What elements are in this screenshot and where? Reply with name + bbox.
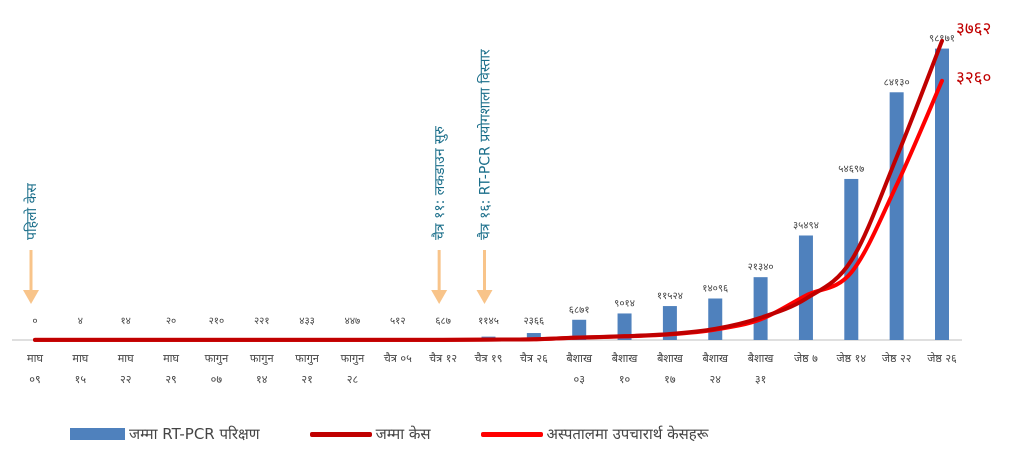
bar-value-label: ० — [32, 316, 37, 327]
bar-value-label: १४०९६ — [702, 283, 728, 294]
category-label: बैशाख — [566, 352, 593, 365]
bar-value-label: ३५४९४ — [793, 220, 819, 231]
bar — [617, 313, 632, 340]
annotation-label: चैत्र ११: लकडाउन सुरु — [431, 125, 448, 240]
category-label: चैत्र १२ — [429, 352, 457, 365]
bar-value-label: १४ — [120, 316, 130, 327]
legend-label-cases: जम्मा केस — [375, 425, 431, 443]
bar-value-label: ४३३ — [299, 316, 315, 327]
chart-canvas: पहिलो केस चैत्र ११: लकडाउन सुरु चैत्र १६: … — [12, 19, 991, 386]
category-label-line2: २४ — [710, 373, 722, 386]
bar-value-labels: ० ४ १४ २० २१० २२१ ४३३ ४४७ ५१२ ६८७ ११४५ २३६६ ६८७१ ९०१४… — [32, 34, 955, 327]
annotation-arrow-head — [431, 290, 448, 304]
category-label: बैशाख — [702, 352, 729, 365]
category-label: जेष्ठ १४ — [837, 352, 867, 365]
category-label-line2: १७ — [664, 373, 676, 386]
bar-value-label: ५१२ — [390, 316, 406, 327]
legend-item-hospital: अस्पतालमा उपचारार्थ केसहरू — [480, 424, 709, 444]
bar-series — [209, 48, 949, 340]
bar — [572, 319, 587, 340]
bar-value-label: २२१ — [254, 316, 270, 327]
annotation-label: पहिलो केस — [23, 183, 40, 240]
category-label: चैत्र १९ — [475, 352, 503, 365]
bar — [935, 48, 949, 340]
legend-item-cases: जम्मा केस — [309, 424, 431, 444]
bar-value-label: ११४५ — [478, 316, 499, 327]
bar-value-label: ४४७ — [345, 316, 361, 327]
legend-swatch-cases — [309, 431, 372, 437]
category-label-line2: ३१ — [755, 373, 766, 386]
category-label-line2: २२ — [120, 373, 131, 386]
annotation-arrow-head — [23, 290, 39, 304]
category-label: चैत्र ०५ — [384, 352, 412, 365]
category-label: माघ — [118, 352, 134, 365]
legend-swatch-hospital — [480, 431, 543, 437]
bar-value-label: ११५२४ — [657, 291, 683, 302]
bar — [526, 333, 541, 340]
category-label-line2: १५ — [75, 373, 87, 386]
annotation-label: चैत्र १६: RT-PCR प्रयोगशाला विस्तार — [477, 49, 494, 240]
annotations: पहिलो केस चैत्र ११: लकडाउन सुरु चैत्र १६: … — [23, 49, 494, 304]
bar-value-label: २१० — [209, 316, 225, 327]
legend-label-hospital: अस्पतालमा उपचारार्थ केसहरू — [546, 425, 709, 443]
line-end-labels: ३२६० ३७६२ — [956, 19, 991, 88]
legend-item-tests: जम्मा RT-PCR परिक्षण — [70, 424, 260, 444]
bar — [708, 298, 723, 340]
category-label: बैशाख — [612, 352, 639, 365]
bar — [662, 306, 677, 340]
category-label: चैत्र २६ — [520, 352, 548, 365]
category-label: माघ — [27, 352, 43, 365]
bar-value-label: २० — [166, 316, 176, 327]
legend-swatch-tests — [70, 428, 125, 440]
category-label: फागुन — [250, 352, 275, 365]
bar-value-label: २३६६ — [523, 316, 544, 327]
category-label: फागुन — [341, 352, 366, 365]
category-label: फागुन — [295, 352, 320, 365]
category-labels: माघ ०९ माघ १५ माघ २२ माघ २९ फागुन ०७ फागुन १४ फागुन २… — [27, 352, 957, 386]
category-label: माघ — [163, 352, 179, 365]
category-label-line2: ०७ — [211, 373, 223, 386]
category-label-line2: २१ — [301, 373, 312, 386]
bar-value-label: ९०१४ — [614, 298, 635, 309]
category-label-line2: २९ — [165, 373, 176, 386]
bar-value-label: ६८७१ — [569, 305, 590, 316]
bar-value-label: २१३४० — [748, 262, 774, 273]
line-end-label: ३२६० — [956, 68, 991, 88]
category-label-line2: ०३ — [573, 373, 584, 386]
category-label: फागुन — [205, 352, 230, 365]
category-label: बैशाख — [748, 352, 775, 365]
bar — [798, 235, 813, 340]
category-label-line2: १० — [619, 373, 631, 386]
legend: जम्मा RT-PCR परिक्षण जम्मा केस अस्पतालमा… — [70, 424, 758, 444]
bar — [889, 92, 904, 340]
category-label-line2: २८ — [347, 373, 359, 386]
category-label: जेष्ठ ७ — [794, 352, 818, 365]
line-end-label: ३७६२ — [956, 19, 991, 39]
category-label: माघ — [72, 352, 88, 365]
legend-label-tests: जम्मा RT-PCR परिक्षण — [129, 425, 260, 443]
category-label: जेष्ठ २२ — [882, 352, 912, 365]
bar — [753, 277, 768, 340]
category-label-line2: १४ — [256, 373, 268, 386]
bar-value-label: ६८७ — [435, 316, 451, 327]
line-series — [33, 38, 944, 342]
line-total-cases — [33, 38, 944, 342]
bar-value-label: ८४१३० — [884, 77, 910, 88]
category-label-line2: ०९ — [29, 373, 40, 386]
bar-value-label: ४ — [78, 316, 83, 327]
category-label: बैशाख — [657, 352, 684, 365]
bar-value-label: ५४६९७ — [838, 164, 864, 175]
annotation-arrow-head — [476, 290, 493, 304]
category-label: जेष्ठ २६ — [927, 352, 957, 365]
